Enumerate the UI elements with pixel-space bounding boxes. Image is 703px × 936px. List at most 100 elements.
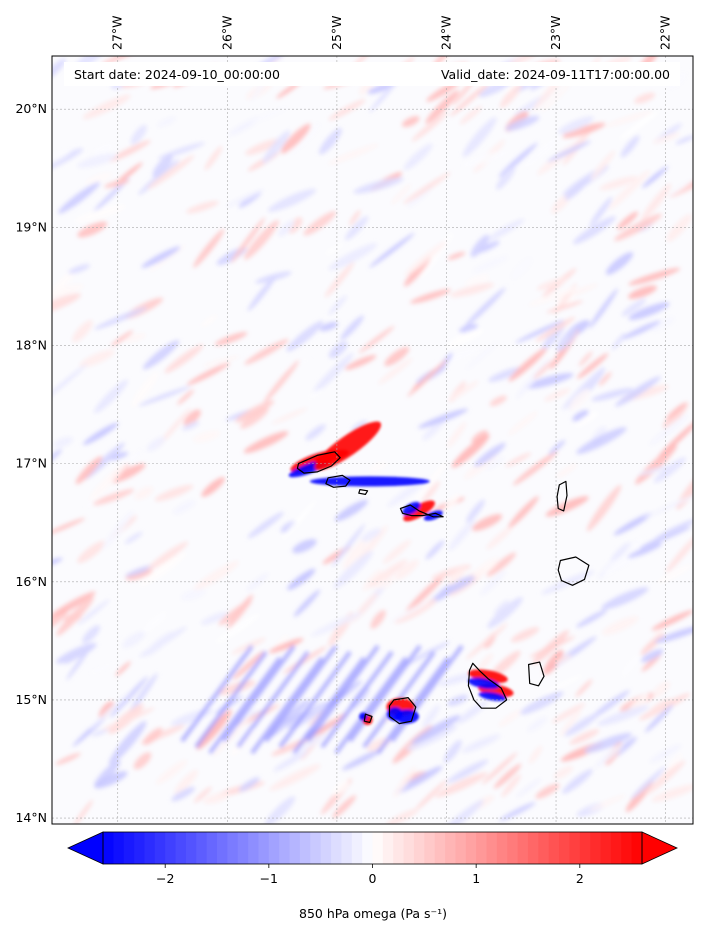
colorbar-swatch (165, 832, 177, 864)
field-streak (222, 644, 296, 743)
valid-date-label: Valid_date: 2024-09-11T17:00:00.00 (441, 67, 670, 82)
field-streak (427, 348, 480, 368)
field-streak (94, 307, 148, 330)
field-streak (328, 341, 348, 359)
field-streak (444, 493, 460, 512)
field-streak (108, 721, 147, 765)
field-streak (462, 117, 497, 157)
field-streak (561, 370, 600, 410)
field-streak (548, 439, 566, 455)
field-streak (149, 244, 186, 272)
omega-dipole (478, 691, 507, 702)
field-streak (180, 644, 254, 743)
colorbar-swatch (227, 832, 239, 864)
field-streak (574, 411, 599, 428)
field-streak (306, 644, 380, 743)
field-streak (590, 150, 616, 180)
field-streak (410, 289, 451, 304)
field-streak (186, 200, 219, 214)
field-streak (535, 783, 560, 799)
field-streak (278, 650, 352, 749)
field-streak (418, 408, 468, 429)
field-streak (628, 267, 681, 286)
field-streak (547, 140, 592, 162)
field-streak (305, 424, 326, 441)
field-streak (564, 713, 599, 737)
field-streak (84, 442, 125, 480)
field-streak (250, 656, 324, 755)
field-streak (584, 732, 632, 753)
longitude-tick-label: 25°W (329, 15, 344, 50)
field-streak (265, 796, 296, 824)
colorbar-swatch (600, 832, 612, 864)
field-streak (608, 170, 650, 210)
field-streak (82, 625, 101, 644)
field-streak (193, 430, 221, 443)
longitude-labels: 27°W 26°W 25°W 24°W 23°W 22°W (110, 15, 673, 50)
field-streak (147, 436, 166, 452)
field-streak (573, 216, 616, 245)
colorbar-swatch (175, 832, 187, 864)
field-streak (134, 486, 154, 500)
field-streak (218, 680, 256, 695)
field-streak (494, 599, 509, 615)
field-streak (235, 400, 275, 423)
field-streak (182, 421, 200, 431)
field-streak (394, 766, 443, 794)
field-streak (94, 379, 128, 414)
field-streak (602, 616, 639, 635)
field-streak (75, 456, 103, 485)
field-streak (505, 115, 540, 131)
field-streak (421, 481, 440, 505)
field-streak (394, 559, 419, 580)
field-streak (541, 570, 595, 595)
field-streak (328, 243, 378, 271)
field-streak (617, 211, 639, 230)
field-streak (644, 704, 674, 733)
field-streak (53, 270, 76, 292)
field-streak (340, 315, 364, 341)
colorbar-swatch (610, 832, 622, 864)
field-streak (345, 216, 369, 241)
omega-dipole (423, 510, 443, 521)
field-streak (353, 177, 404, 194)
field-streak (422, 704, 440, 729)
field-streak (143, 340, 180, 370)
colorbar-swatch (393, 832, 405, 864)
colorbar-swatch (621, 832, 633, 864)
field-streak (521, 133, 563, 170)
field-streak (52, 517, 86, 536)
field-streak (154, 484, 194, 502)
field-streak (402, 641, 451, 667)
field-streak (247, 511, 284, 539)
field-streak (627, 542, 663, 559)
field-streak (358, 325, 395, 354)
colorbar-swatch (362, 832, 374, 864)
field-streak (232, 651, 264, 680)
field-streak (447, 567, 466, 586)
colorbar-swatch (455, 832, 467, 864)
island-coastline (296, 451, 341, 474)
field-streak (327, 143, 379, 165)
field-streak (129, 673, 158, 713)
field-streak (288, 122, 321, 154)
colorbar-swatch (258, 832, 270, 864)
field-streak (507, 411, 538, 436)
field-streak (231, 637, 266, 655)
colorbar-swatch (413, 832, 425, 864)
colorbar-swatch (113, 832, 125, 864)
colorbar-swatch (351, 832, 363, 864)
field-streak (599, 176, 638, 191)
field-streak (448, 518, 476, 552)
field-streak (56, 643, 97, 664)
field-streak (147, 541, 189, 571)
field-streak (349, 209, 361, 226)
field-streak (292, 539, 317, 554)
field-streak (537, 277, 568, 291)
longitude-tick-label: 24°W (439, 15, 454, 50)
field-streak (611, 333, 626, 350)
field-streak (172, 500, 196, 515)
field-streak (328, 295, 347, 315)
field-streak (343, 536, 369, 570)
field-streak (448, 380, 479, 401)
